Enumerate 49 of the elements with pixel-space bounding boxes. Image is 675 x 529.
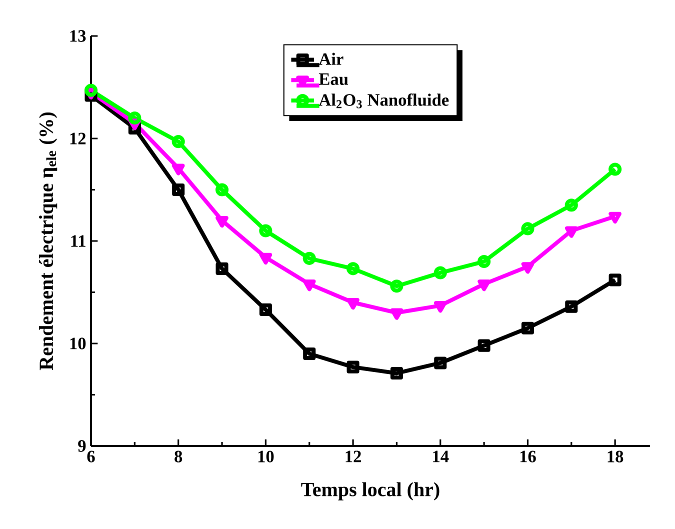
y-tick-label: 11 — [71, 235, 86, 247]
point — [565, 300, 578, 313]
x-tick-label: 6 — [87, 450, 95, 462]
point — [216, 262, 228, 275]
point — [390, 280, 404, 293]
point — [434, 301, 447, 313]
y-axis-title: Rendement électrique η$_{ele}$ (%) — [38, 112, 58, 370]
point — [478, 339, 490, 352]
x-tick-label: 14 — [433, 450, 449, 462]
y-tick-label: 10 — [70, 338, 86, 350]
point — [216, 216, 228, 228]
point — [259, 252, 272, 264]
point — [478, 280, 490, 292]
point — [128, 111, 142, 125]
x-axis-title: Temps local (hr) — [301, 482, 440, 500]
point — [564, 198, 578, 212]
point — [346, 298, 360, 310]
point — [303, 347, 316, 360]
point — [390, 366, 403, 380]
x-tick-label: 18 — [608, 450, 624, 462]
point — [608, 274, 622, 286]
point — [390, 308, 404, 320]
point — [346, 360, 360, 374]
point — [172, 183, 185, 196]
point — [521, 322, 534, 334]
point — [434, 356, 447, 370]
y-tick-label: 13 — [70, 30, 86, 42]
x-tick-label: 10 — [258, 450, 274, 462]
point — [565, 226, 578, 238]
legend-label: Al$_{2}$O$_{3}$ Nanofluide — [318, 93, 449, 108]
x-tick-label: 16 — [520, 450, 536, 462]
point — [434, 266, 447, 280]
point — [521, 222, 534, 236]
point — [302, 280, 316, 292]
point — [172, 164, 185, 176]
legend-label: Eau — [318, 73, 348, 85]
point — [259, 224, 272, 238]
y-tick-label: 9 — [78, 440, 86, 452]
x-tick-label: 8 — [174, 450, 182, 462]
point — [521, 262, 534, 274]
y-tick-label: 12 — [70, 132, 86, 144]
point — [259, 303, 272, 316]
point — [172, 135, 185, 148]
point — [478, 254, 491, 268]
point — [302, 252, 316, 265]
legend-label: Air — [318, 52, 344, 65]
point — [346, 262, 360, 276]
x-tick-label: 12 — [346, 450, 361, 462]
point — [215, 183, 229, 196]
